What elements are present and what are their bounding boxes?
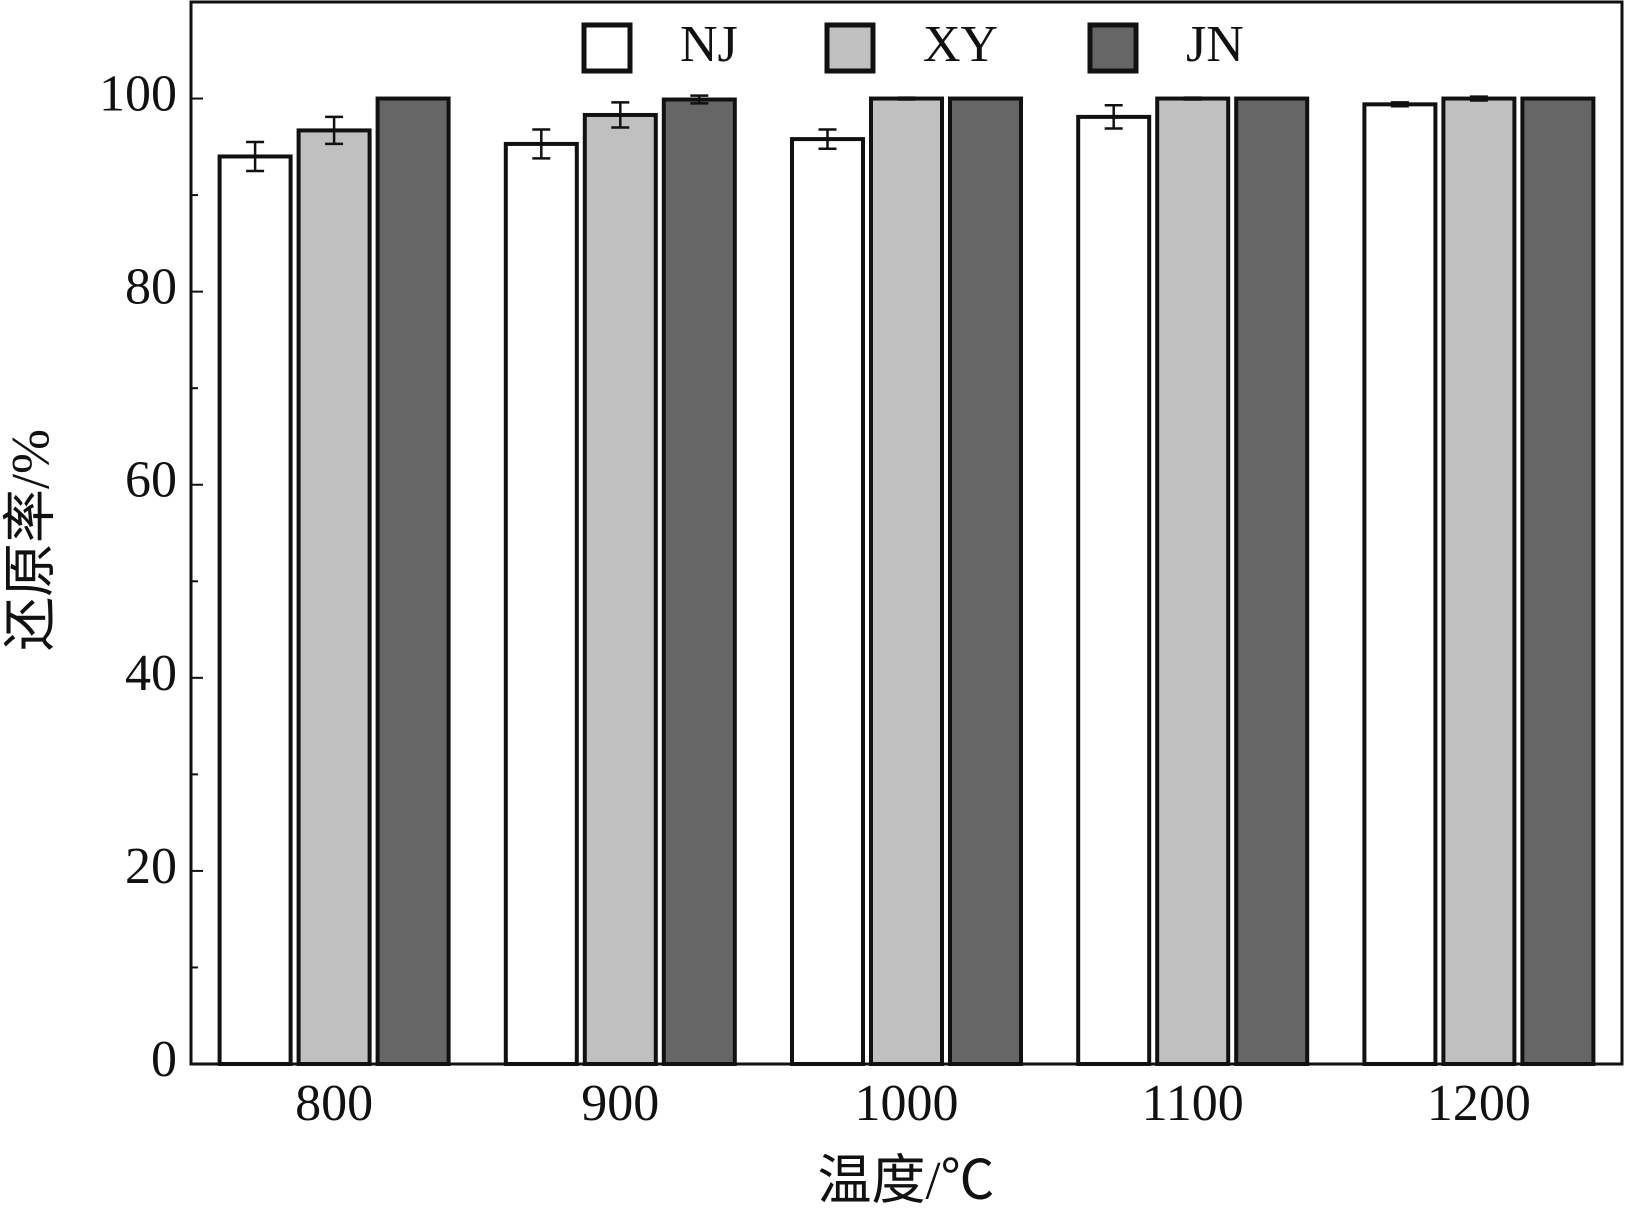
x-tick-label: 800 [295, 1075, 373, 1132]
error-bar [246, 140, 265, 173]
bar [375, 96, 451, 1066]
error-bar [1469, 95, 1488, 102]
error-bar [897, 96, 916, 101]
error-bar [532, 128, 551, 160]
bar [1362, 102, 1438, 1066]
bar [296, 128, 372, 1066]
error-bar [1390, 101, 1409, 108]
bar [948, 96, 1023, 1066]
bar [1155, 96, 1231, 1066]
error-bar [690, 94, 709, 105]
y-tick-label: 40 [125, 645, 177, 702]
bar [1520, 96, 1596, 1066]
y-tick-label: 100 [99, 65, 177, 122]
y-tick-label: 20 [125, 838, 177, 895]
legend-label: NJ [680, 16, 738, 73]
y-tick-label: 0 [151, 1031, 177, 1088]
bar [869, 96, 944, 1066]
bar [1441, 96, 1517, 1066]
bar [1076, 114, 1152, 1066]
x-tick-label: 900 [581, 1075, 659, 1132]
plot-frame [189, 0, 1624, 1066]
error-bar [818, 128, 837, 150]
bar [661, 97, 737, 1066]
legend-label: XY [923, 16, 998, 73]
bar [582, 112, 658, 1066]
legend-swatch [1087, 22, 1139, 74]
bar [217, 154, 293, 1067]
bar [503, 141, 579, 1066]
bar [1234, 96, 1310, 1066]
x-tick-label: 1200 [1427, 1075, 1531, 1132]
legend-label: JN [1186, 16, 1244, 73]
legend-swatch [824, 22, 876, 74]
bar [790, 137, 865, 1066]
error-bar [1183, 96, 1202, 101]
y-tick-label: 80 [125, 259, 177, 316]
y-axis-title: 还原率/% [0, 429, 60, 651]
x-tick-label: 1100 [1142, 1075, 1244, 1132]
error-bar [611, 101, 630, 129]
x-tick-label: 1000 [855, 1075, 959, 1132]
legend-swatch [581, 22, 633, 74]
y-tick-label: 60 [125, 452, 177, 509]
error-bar [325, 115, 344, 146]
error-bar [1104, 104, 1123, 130]
x-axis-title: 温度/℃ [817, 1150, 994, 1210]
